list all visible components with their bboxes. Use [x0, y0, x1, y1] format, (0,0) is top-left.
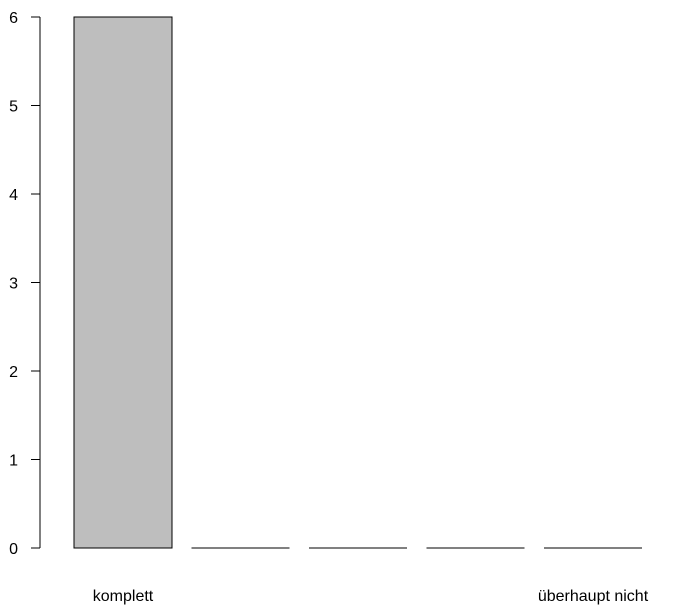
- y-tick-label: 1: [9, 453, 18, 470]
- y-tick-label: 2: [9, 364, 18, 381]
- y-tick-label: 0: [9, 541, 18, 558]
- bar: [73, 16, 173, 549]
- x-category-label: überhaupt nicht: [538, 588, 649, 605]
- bars-group: [73, 16, 642, 549]
- y-tick-label: 6: [9, 10, 18, 27]
- y-tick-label: 3: [9, 276, 18, 293]
- y-tick-label: 4: [9, 187, 18, 204]
- y-axis: 0 1 2 3 4 5 6: [9, 10, 41, 558]
- y-tick-label: 5: [9, 99, 18, 116]
- x-axis-labels: komplett überhaupt nicht: [93, 588, 649, 605]
- x-category-label: komplett: [93, 588, 154, 605]
